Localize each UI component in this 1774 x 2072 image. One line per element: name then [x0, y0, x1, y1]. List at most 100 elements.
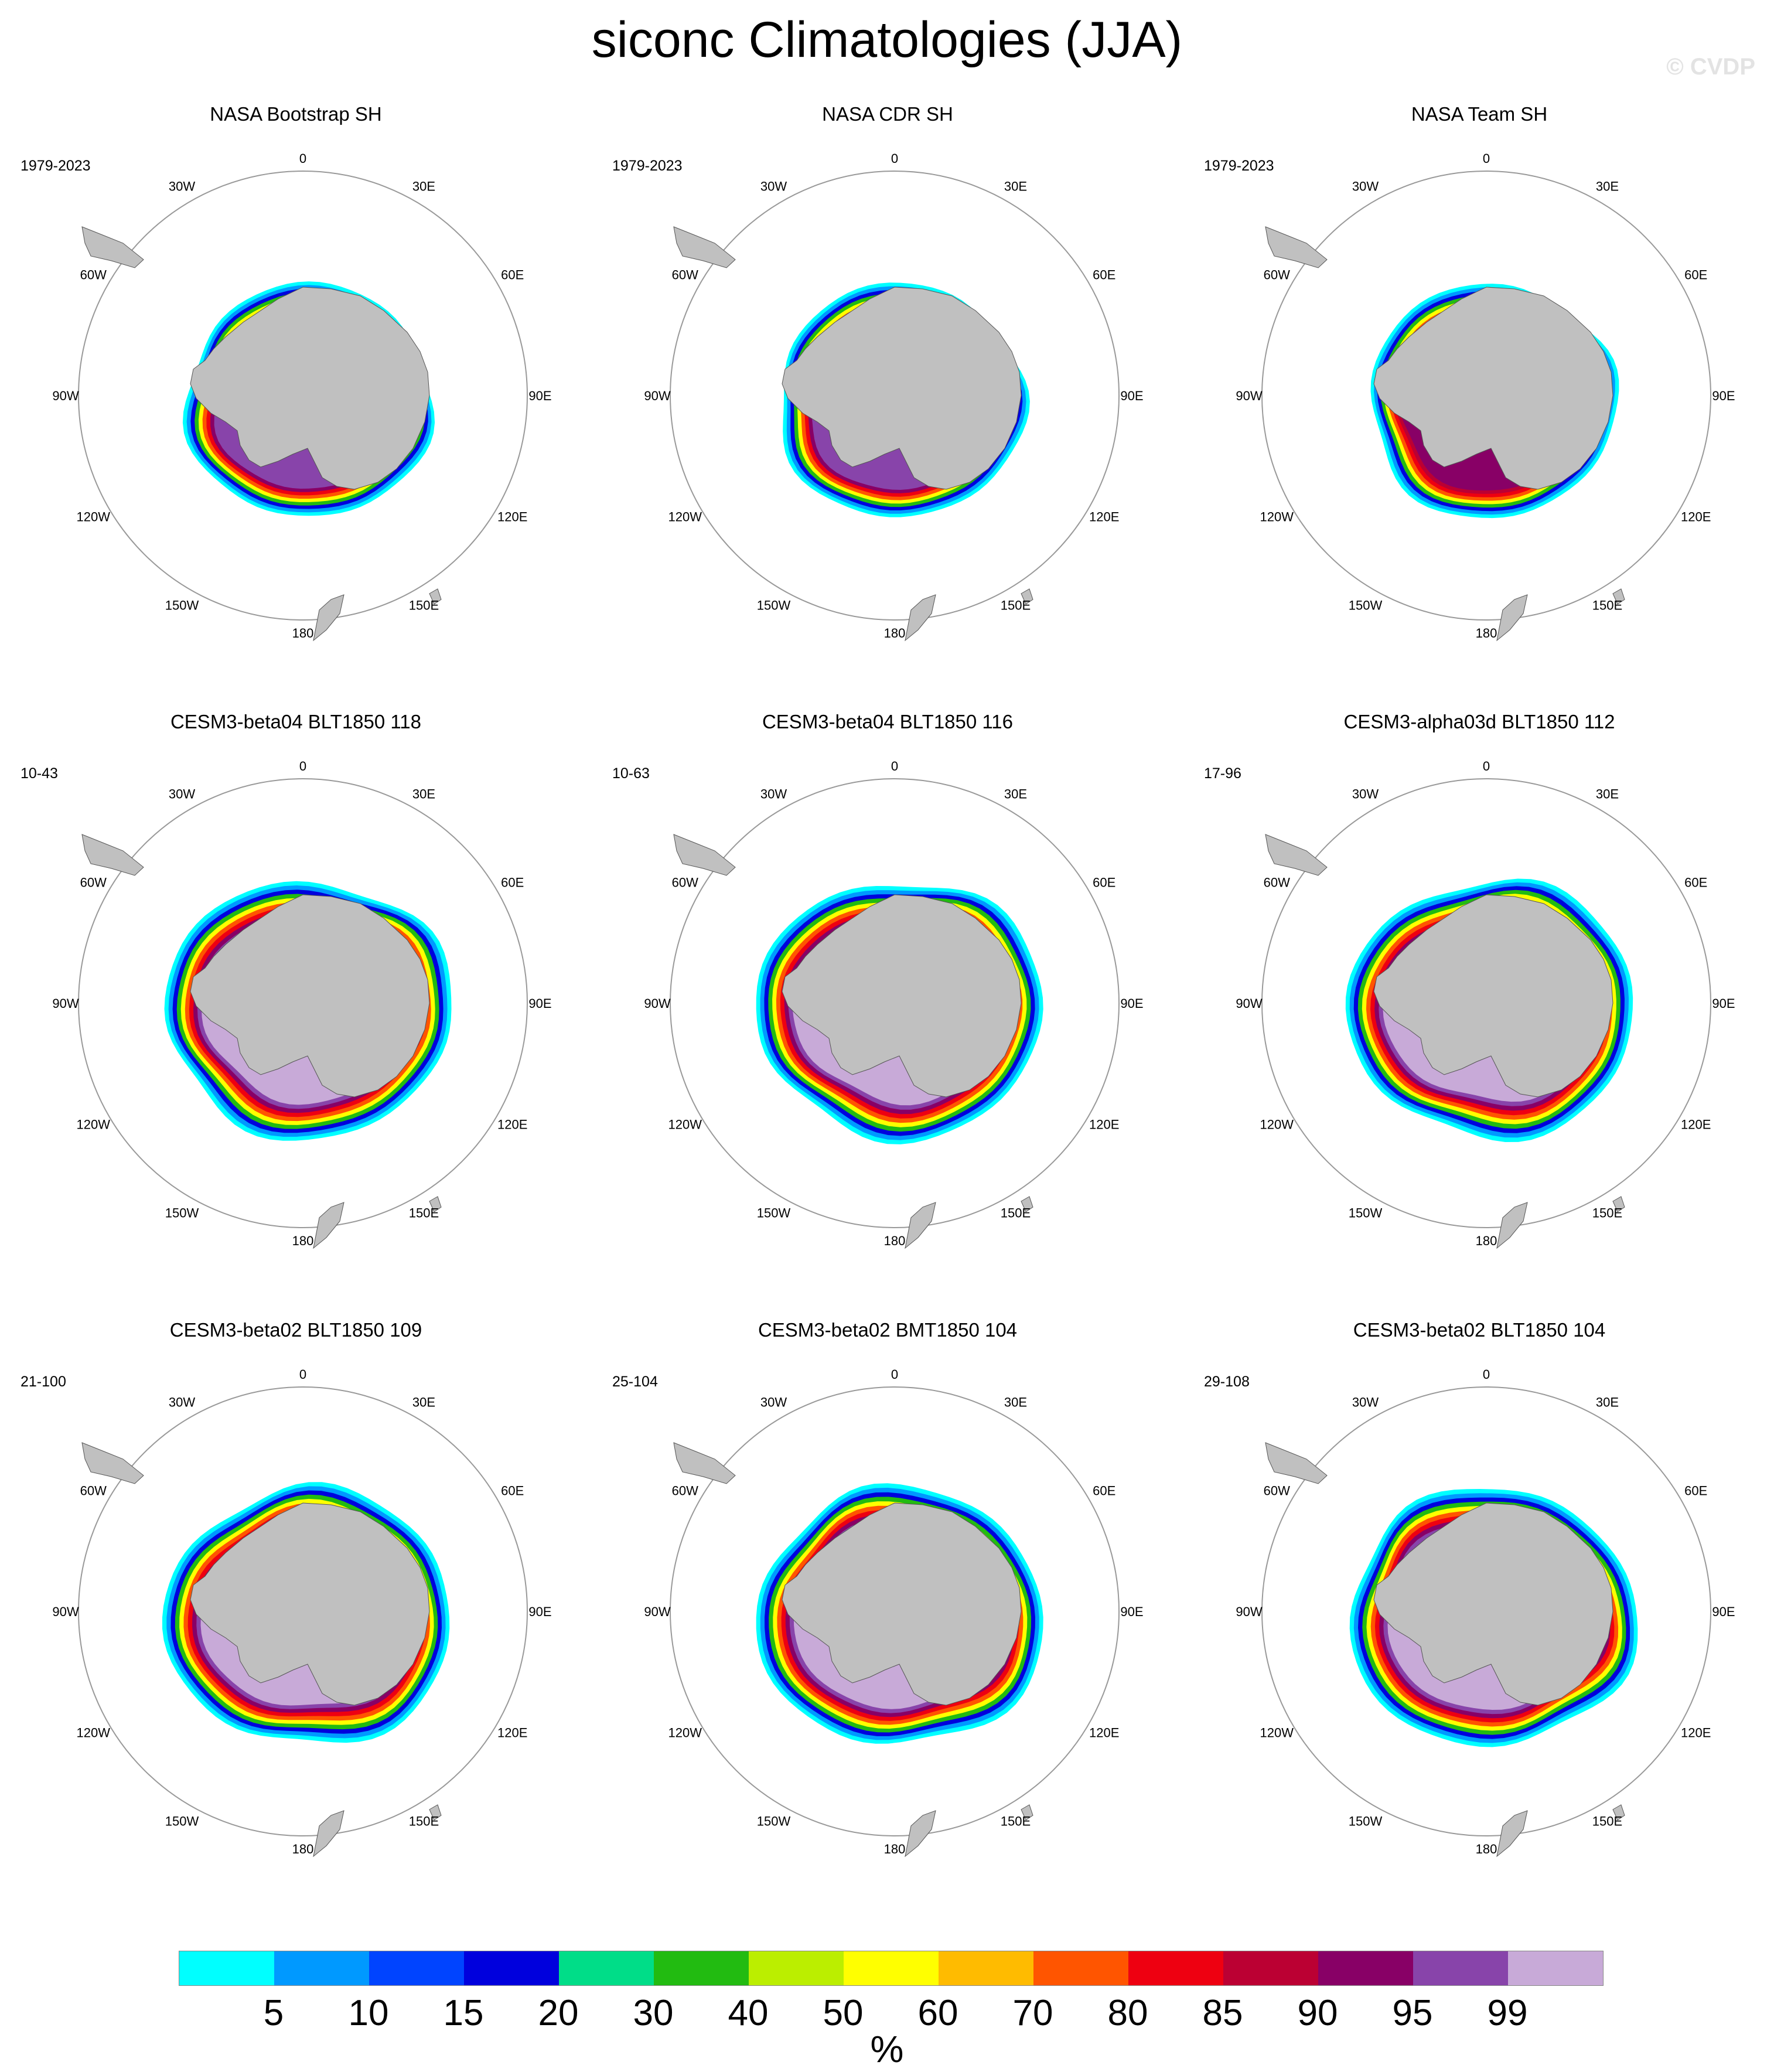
- antarctica-land: [782, 287, 1022, 490]
- antarctica-land: [782, 1502, 1022, 1706]
- longitude-label: 60E: [1093, 268, 1115, 282]
- panel-title: CESM3-beta02 BLT1850 109: [169, 1319, 422, 1341]
- longitude-label: 30E: [1596, 1395, 1619, 1409]
- colorbar-cell: [654, 1951, 749, 1985]
- longitude-label: 60E: [501, 268, 524, 282]
- longitude-label: 180: [884, 1233, 906, 1248]
- colorbar-cell: [1508, 1951, 1603, 1985]
- longitude-label: 30E: [1004, 179, 1027, 193]
- colorbar-tick-label: 85: [1202, 1993, 1243, 2033]
- longitude-label: 90E: [1712, 388, 1735, 403]
- longitude-label: 30E: [412, 1395, 435, 1409]
- new-zealand-land: [1496, 1202, 1528, 1249]
- longitude-label: 30W: [760, 179, 787, 193]
- tasmania-land: [429, 1196, 442, 1212]
- longitude-label: 150E: [1592, 598, 1622, 613]
- colorbar-tick-label: 20: [538, 1993, 579, 2033]
- map-panel: CESM3-beta02 BLT1850 109 21-100 0 30E 60E 90E…: [3, 1318, 589, 1904]
- colorbar-tick-label: 50: [823, 1993, 864, 2033]
- longitude-label: 60E: [1093, 875, 1115, 890]
- longitude-label: 90E: [528, 996, 551, 1011]
- colorbar: [179, 1951, 1604, 1986]
- polar-map: 0 30E 60E 90E 120E 150E 180 150W 120W 90W 60W 30W: [1236, 1367, 1735, 1858]
- colorbar-tick-label: 10: [348, 1993, 389, 2033]
- colorbar-tick-label: 70: [1012, 1993, 1053, 2033]
- longitude-label: 30W: [169, 1395, 195, 1409]
- figure-title: siconc Climatologies (JJA): [591, 12, 1183, 68]
- longitude-label: 120E: [497, 1117, 527, 1132]
- longitude-label: 180: [292, 626, 314, 640]
- longitude-label: 180: [1476, 1233, 1497, 1248]
- colorbar-cell: [559, 1951, 654, 1985]
- longitude-label: 60E: [1093, 1484, 1115, 1498]
- longitude-label: 0: [1483, 1367, 1490, 1382]
- south-america-land: [81, 226, 144, 268]
- longitude-label: 150W: [757, 1206, 791, 1221]
- south-america-land: [673, 834, 736, 876]
- south-america-land: [1265, 834, 1328, 876]
- antarctica-land: [190, 287, 430, 490]
- longitude-label: 120W: [77, 510, 111, 524]
- south-america-land: [673, 226, 736, 268]
- panel-title: NASA CDR SH: [822, 103, 953, 125]
- longitude-label: 180: [292, 1842, 314, 1856]
- panel-period: 10-63: [612, 765, 650, 782]
- longitude-label: 60E: [1684, 268, 1707, 282]
- longitude-label: 30W: [760, 786, 787, 801]
- longitude-label: 90E: [1120, 388, 1143, 403]
- longitude-label: 30E: [1596, 179, 1619, 193]
- tasmania-land: [1021, 588, 1033, 605]
- map-panel: CESM3-beta02 BLT1850 104 29-108 0 30E 60E 90E…: [1186, 1318, 1772, 1904]
- longitude-label: 120E: [497, 1726, 527, 1740]
- longitude-label: 150E: [1001, 1814, 1031, 1829]
- longitude-label: 60W: [80, 1484, 107, 1498]
- colorbar-cell: [1413, 1951, 1508, 1985]
- tasmania-land: [1021, 1196, 1033, 1212]
- colorbar-cell: [844, 1951, 939, 1985]
- panel-title: CESM3-beta04 BLT1850 116: [762, 711, 1014, 732]
- longitude-label: 120W: [1260, 510, 1294, 524]
- map-panel: CESM3-beta04 BLT1850 116 10-63 0 30E 60E 90E 1…: [595, 710, 1181, 1296]
- longitude-label: 120W: [1260, 1117, 1294, 1132]
- longitude-label: 90E: [1712, 1604, 1735, 1619]
- longitude-label: 150E: [1001, 598, 1031, 613]
- south-america-land: [81, 834, 144, 876]
- longitude-label: 30W: [1352, 1395, 1379, 1409]
- polar-map: 0 30E 60E 90E 120E 150E 180 150W 120W 90W 60W 30W: [644, 151, 1144, 642]
- longitude-label: 0: [891, 1367, 898, 1382]
- map-panel: CESM3-beta04 BLT1850 118 10-43 0 30E 60E 90E 1…: [3, 710, 589, 1296]
- longitude-label: 90E: [528, 388, 551, 403]
- antarctica-land: [1373, 287, 1613, 490]
- south-america-land: [673, 1442, 736, 1484]
- map-panel: NASA Team SH 1979-2023 0 30E 60E 90E 120E 150E 1…: [1186, 103, 1772, 689]
- colorbar-tick-label: 40: [728, 1993, 769, 2033]
- longitude-label: 60E: [1684, 1484, 1707, 1498]
- longitude-label: 30E: [412, 179, 435, 193]
- longitude-label: 120W: [1260, 1726, 1294, 1740]
- new-zealand-land: [313, 1202, 344, 1249]
- longitude-label: 60E: [501, 1484, 524, 1498]
- panel-title: CESM3-alpha03d BLT1850 112: [1343, 711, 1615, 732]
- polar-map: 0 30E 60E 90E 120E 150E 180 150W 120W 90W 60W 30W: [52, 759, 552, 1249]
- longitude-label: 150W: [757, 1814, 791, 1829]
- longitude-label: 180: [884, 1842, 906, 1856]
- tasmania-land: [1612, 1196, 1625, 1212]
- polar-map: 0 30E 60E 90E 120E 150E 180 150W 120W 90W 60W 30W: [52, 1367, 552, 1858]
- longitude-label: 0: [1483, 151, 1490, 166]
- map-panel: CESM3-alpha03d BLT1850 112 17-96 0 30E 60E 90…: [1186, 710, 1772, 1296]
- longitude-label: 150E: [1592, 1206, 1622, 1221]
- longitude-label: 30E: [1004, 786, 1027, 801]
- colorbar-cell: [369, 1951, 464, 1985]
- new-zealand-land: [313, 1810, 344, 1858]
- longitude-label: 90E: [1120, 996, 1143, 1011]
- longitude-label: 90W: [1236, 996, 1262, 1011]
- panel-title: CESM3-beta02 BLT1850 104: [1353, 1319, 1606, 1341]
- longitude-label: 30E: [1004, 1395, 1027, 1409]
- antarctica-land: [1373, 1502, 1613, 1706]
- longitude-label: 0: [1483, 759, 1490, 773]
- longitude-label: 150W: [165, 1206, 199, 1221]
- longitude-label: 90W: [644, 1604, 670, 1619]
- longitude-label: 60E: [1684, 875, 1707, 890]
- new-zealand-land: [905, 1202, 936, 1249]
- map-panel: CESM3-beta02 BMT1850 104 25-104 0 30E 60E 90E…: [595, 1318, 1181, 1904]
